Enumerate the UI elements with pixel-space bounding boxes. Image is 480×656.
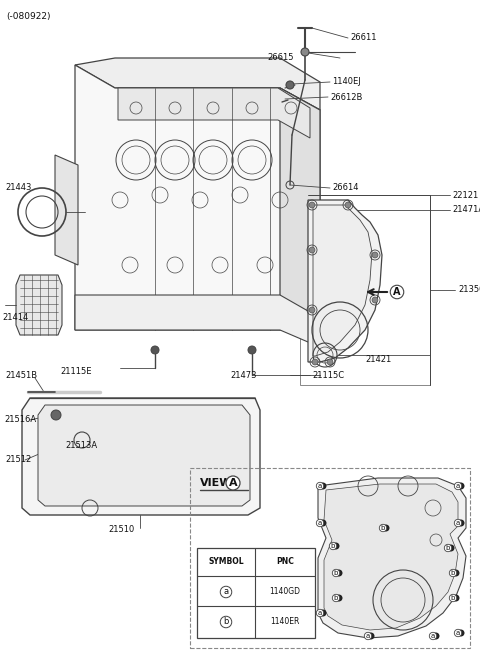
Text: a: a (431, 633, 435, 639)
Text: 21414: 21414 (2, 314, 28, 323)
Polygon shape (118, 88, 310, 138)
Circle shape (286, 81, 294, 89)
Circle shape (309, 307, 315, 313)
Text: a: a (223, 588, 228, 596)
Text: SYMBOL: SYMBOL (208, 558, 244, 567)
Circle shape (457, 630, 465, 636)
Text: 21510: 21510 (108, 525, 134, 535)
Text: a: a (456, 630, 460, 636)
Circle shape (151, 346, 159, 354)
Polygon shape (280, 88, 320, 330)
Polygon shape (313, 205, 372, 356)
Text: 26611: 26611 (350, 33, 376, 43)
Text: a: a (456, 520, 460, 526)
Text: 26612B: 26612B (330, 92, 362, 102)
Polygon shape (16, 275, 62, 335)
Circle shape (320, 483, 326, 489)
Circle shape (320, 520, 326, 527)
Text: 21473: 21473 (230, 371, 256, 380)
Text: 21115E: 21115E (60, 367, 92, 377)
Text: 21421: 21421 (365, 356, 391, 365)
Text: a: a (318, 520, 322, 526)
Circle shape (51, 410, 61, 420)
Text: 21350E: 21350E (458, 285, 480, 295)
Text: PNC: PNC (276, 558, 294, 567)
Text: A: A (393, 287, 401, 297)
Text: 21115C: 21115C (312, 371, 344, 380)
Circle shape (312, 359, 318, 365)
Circle shape (333, 543, 339, 550)
Text: A: A (228, 478, 237, 488)
Circle shape (372, 252, 378, 258)
Polygon shape (75, 65, 320, 330)
Circle shape (309, 247, 315, 253)
Polygon shape (22, 398, 260, 515)
Text: 21451B: 21451B (5, 371, 37, 380)
Text: 21471A: 21471A (452, 205, 480, 215)
Circle shape (432, 632, 440, 640)
Text: VIEW: VIEW (200, 478, 232, 488)
Circle shape (447, 544, 455, 552)
Text: 21516A: 21516A (4, 415, 36, 424)
Text: a: a (318, 483, 322, 489)
Text: 1140ER: 1140ER (270, 617, 300, 626)
Polygon shape (308, 200, 382, 362)
Polygon shape (75, 58, 320, 110)
Text: a: a (366, 633, 370, 639)
Text: (-080922): (-080922) (6, 12, 50, 21)
Circle shape (320, 609, 326, 617)
Polygon shape (324, 484, 458, 630)
Text: a: a (456, 483, 460, 489)
Text: b: b (451, 570, 455, 576)
Circle shape (368, 632, 374, 640)
Text: b: b (334, 570, 338, 576)
Text: 21513A: 21513A (65, 440, 97, 449)
Circle shape (301, 48, 309, 56)
Text: 21443: 21443 (5, 184, 31, 192)
Circle shape (327, 359, 333, 365)
Polygon shape (55, 155, 78, 265)
Text: b: b (381, 525, 385, 531)
Text: 26614: 26614 (332, 184, 359, 192)
Circle shape (383, 525, 389, 531)
Circle shape (345, 202, 351, 208)
Text: 26615: 26615 (267, 54, 294, 62)
Text: 1140GD: 1140GD (269, 588, 300, 596)
Text: b: b (331, 543, 335, 549)
Circle shape (336, 569, 343, 577)
Polygon shape (300, 195, 430, 385)
Circle shape (336, 594, 343, 602)
Text: b: b (223, 617, 228, 626)
Circle shape (457, 520, 465, 527)
Polygon shape (318, 478, 466, 638)
Text: 1140EJ: 1140EJ (332, 77, 361, 87)
Circle shape (309, 202, 315, 208)
Circle shape (457, 483, 465, 489)
Text: 22121: 22121 (452, 190, 478, 199)
Circle shape (248, 346, 256, 354)
Text: b: b (446, 545, 450, 551)
Bar (190, 468, 470, 648)
Text: a: a (318, 610, 322, 616)
Text: b: b (451, 595, 455, 601)
Circle shape (453, 569, 459, 577)
Text: b: b (334, 595, 338, 601)
Polygon shape (75, 295, 315, 345)
Polygon shape (38, 405, 250, 506)
Circle shape (453, 594, 459, 602)
Bar (197, 548, 315, 638)
Circle shape (372, 297, 378, 303)
Text: 21512: 21512 (5, 455, 31, 464)
